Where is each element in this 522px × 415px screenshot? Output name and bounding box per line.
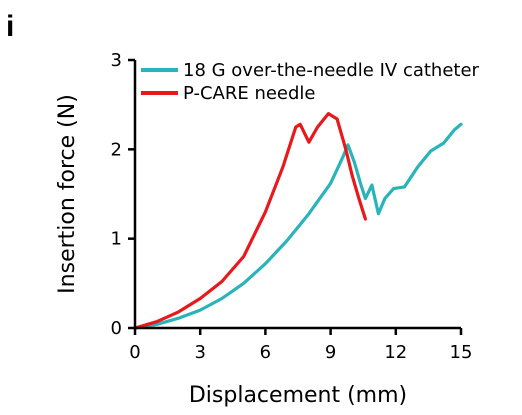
x-ticks: 0 3 6 9 12 15 (129, 328, 472, 363)
y-ticks: 0 1 2 3 (111, 50, 135, 339)
panel-label: i (6, 10, 14, 43)
series-line-catheter (133, 122, 463, 330)
x-tick-label-3: 9 (325, 342, 336, 363)
y-axis-title: Insertion force (N) (55, 94, 80, 294)
x-tick-label-2: 6 (260, 342, 271, 363)
y-tick-label-1: 1 (111, 229, 122, 250)
y-tick-label-3: 3 (111, 50, 122, 71)
x-tick-label-0: 0 (129, 342, 140, 363)
legend-label-catheter: 18 G over-the-needle IV catheter (183, 60, 480, 81)
x-tick-label-5: 15 (450, 342, 473, 363)
legend-label-pcare: P-CARE needle (183, 83, 316, 104)
x-tick-label-4: 12 (384, 342, 407, 363)
legend: 18 G over-the-needle IV catheter P-CARE … (141, 60, 480, 104)
x-tick-label-1: 3 (194, 342, 205, 363)
plot-lines (133, 111, 463, 330)
x-axis-title: Displacement (mm) (189, 383, 407, 408)
y-tick-label-2: 2 (111, 139, 122, 160)
y-tick-label-0: 0 (111, 318, 122, 339)
series-line-pcare (133, 111, 367, 330)
